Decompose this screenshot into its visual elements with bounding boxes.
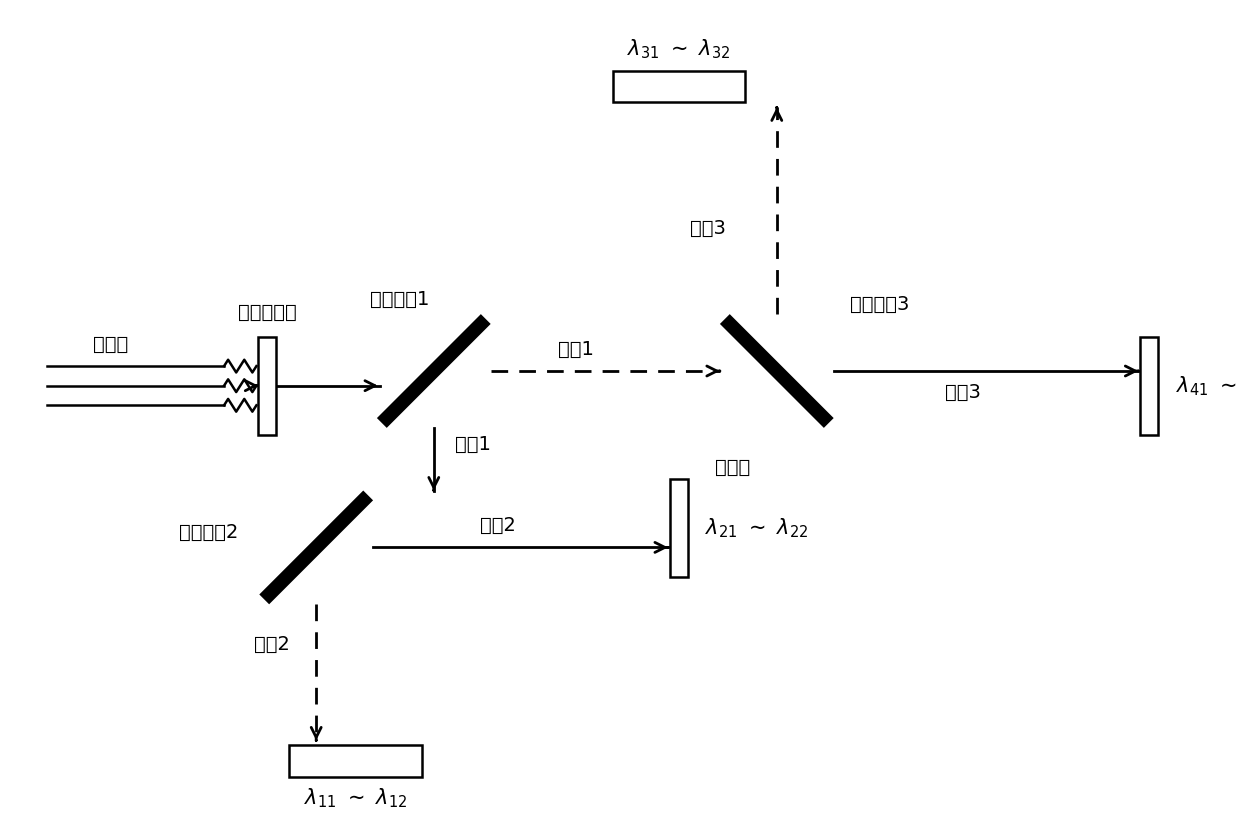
Text: 反射2: 反射2 — [479, 517, 515, 535]
Text: 辐射光: 辐射光 — [93, 335, 128, 354]
Text: 透射3: 透射3 — [690, 219, 726, 239]
Bar — [259, 337, 276, 435]
Text: $\lambda_{31}\ \sim\ \lambda_{32}$: $\lambda_{31}\ \sim\ \lambda_{32}$ — [627, 38, 730, 61]
Text: 透射2: 透射2 — [254, 635, 290, 654]
Text: 感光滤光片: 感光滤光片 — [238, 302, 296, 322]
Text: $\lambda_{11}\ \sim\ \lambda_{12}$: $\lambda_{11}\ \sim\ \lambda_{12}$ — [304, 786, 406, 810]
Text: 二向色镜2: 二向色镜2 — [178, 523, 238, 542]
Text: 透射1: 透射1 — [558, 340, 593, 359]
Text: 滤光片: 滤光片 — [715, 458, 751, 476]
Bar — [1140, 337, 1158, 435]
Text: 二向色镜3: 二向色镜3 — [850, 295, 909, 314]
Bar — [670, 479, 688, 577]
Text: $\lambda_{21}\ \sim\ \lambda_{22}$: $\lambda_{21}\ \sim\ \lambda_{22}$ — [705, 516, 808, 539]
Text: 二向色镜1: 二向色镜1 — [369, 290, 429, 309]
Text: 反射1: 反射1 — [455, 435, 491, 454]
Text: $\lambda_{41}\ \sim\ \lambda_{42}$: $\lambda_{41}\ \sim\ \lambda_{42}$ — [1176, 374, 1239, 397]
Text: 反射3: 反射3 — [945, 383, 981, 402]
Bar — [612, 71, 745, 102]
Bar — [289, 745, 421, 777]
